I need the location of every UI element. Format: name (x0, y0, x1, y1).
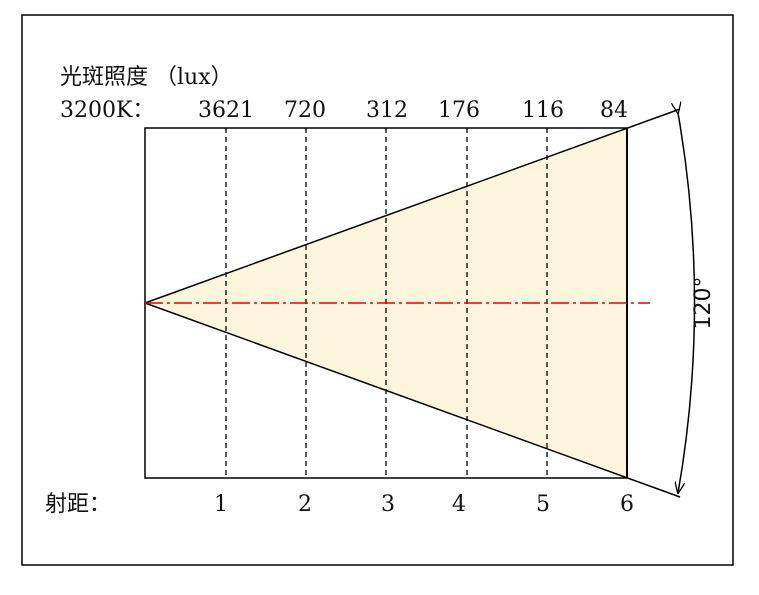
illuminance-label: 312 (366, 98, 408, 123)
illuminance-label: 116 (522, 98, 564, 123)
illuminance-label: 720 (284, 98, 326, 123)
beam-edge (144, 302, 681, 498)
illuminance-label: 3621 (198, 98, 254, 123)
distance: 5 (536, 492, 550, 517)
distance: 2 (298, 492, 312, 517)
distance: 1 (214, 492, 228, 517)
angle-arc (678, 113, 696, 493)
color-temperature: 3200K： (60, 98, 154, 123)
beam-angle: 120° (691, 277, 716, 330)
illuminance-label: 176 (438, 98, 480, 123)
distance: 6 (620, 492, 634, 517)
illuminance-label: 84 (600, 98, 628, 123)
title: 光斑照度 （lux） (60, 65, 233, 90)
distance: 3 (381, 492, 395, 517)
beam-edge (144, 108, 681, 304)
distance-label: 射距： (45, 492, 111, 517)
distance: 4 (452, 492, 466, 517)
